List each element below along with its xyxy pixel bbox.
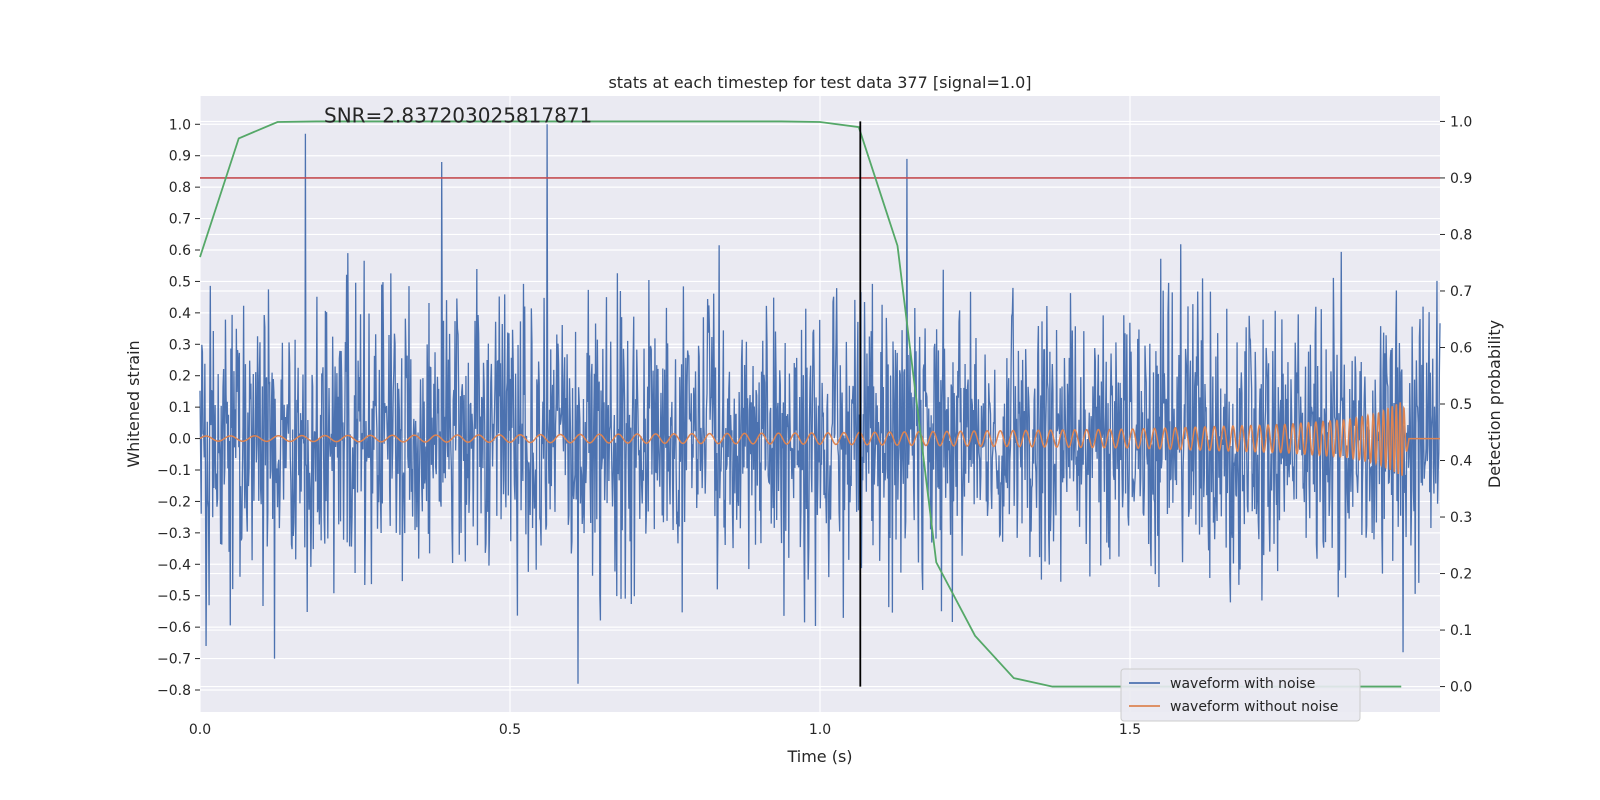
left-tick-label: 0.0 [169,432,191,448]
right-tick-label: 0.7 [1450,284,1472,300]
right-axis-title: Detection probability [1485,320,1504,488]
series-waveform-without-noise [199,402,1440,476]
left-tick-label: 0.7 [169,212,191,228]
right-tick-label: 1.0 [1450,114,1472,130]
right-tick-label: 0.8 [1450,227,1472,243]
left-tick-label: 0.2 [169,369,191,385]
left-tick-label: 0.6 [169,243,191,259]
left-tick-label: −0.8 [157,683,191,699]
left-tick-label: −0.2 [157,494,191,510]
legend-label-noise: waveform with noise [1170,676,1315,692]
left-tick-label: −0.5 [157,589,191,605]
left-tick-label: −0.6 [157,620,191,636]
x-axis-title: Time (s) [786,747,852,766]
x-tick-label: 0.0 [189,722,211,738]
left-tick-label: 0.1 [169,400,191,416]
legend: waveform with noise waveform without noi… [1120,668,1361,722]
right-tick-label: 0.5 [1450,397,1472,413]
left-tick-label: −0.7 [157,652,191,668]
left-axis-title: Whitened strain [124,340,143,467]
right-axis: 0.0 0.1 0.2 0.3 0.4 0.5 0.6 0.7 0.8 0.9 1.0 [1440,114,1472,696]
left-tick-label: 0.3 [169,337,191,353]
left-tick-label: 0.9 [169,149,191,165]
right-tick-label: 0.1 [1450,623,1472,639]
left-axis: −0.8 −0.7 −0.6 −0.5 −0.4 −0.3 −0.2 −0.1 0.0 0.1 0.… [157,117,200,699]
right-tick-label: 0.3 [1450,510,1472,526]
left-tick-label: −0.3 [157,526,191,542]
left-tick-label: 0.4 [169,306,191,322]
snr-annotation: SNR=2.837203025817871 [324,103,592,127]
x-tick-label: 0.5 [499,722,521,738]
left-tick-label: 1.0 [169,117,191,133]
chart-title: stats at each timestep for test data 377… [608,73,1031,92]
right-tick-label: 0.4 [1450,454,1472,470]
x-tick-label: 1.5 [1119,722,1141,738]
left-tick-label: 0.5 [169,274,191,290]
x-tick-label: 1.0 [809,722,831,738]
right-tick-label: 0.2 [1450,567,1472,583]
series-waveform-with-noise [199,124,1441,684]
left-tick-label: −0.4 [157,557,191,573]
right-tick-label: 0.6 [1450,340,1472,356]
right-tick-label: 0.0 [1450,680,1472,696]
left-tick-label: −0.1 [157,463,191,479]
right-tick-label: 0.9 [1450,171,1472,187]
legend-label-clean: waveform without noise [1170,699,1338,715]
legend-box [1120,668,1361,722]
left-tick-label: 0.8 [169,180,191,196]
x-axis: 0.0 0.5 1.0 1.5 [189,722,1141,738]
